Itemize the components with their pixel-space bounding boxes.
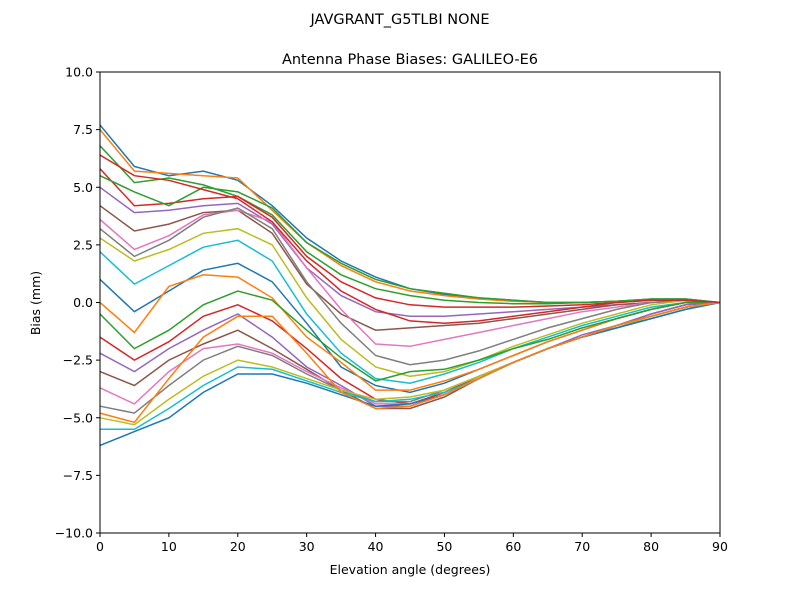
x-tick-label: 80 — [643, 539, 659, 554]
x-tick-label: 40 — [368, 539, 384, 554]
series-line-6 — [99, 209, 721, 348]
series-line-16 — [99, 301, 721, 405]
figure-suptitle: JAVGRANT_G5TLBI NONE — [309, 12, 489, 28]
x-tick-label: 60 — [505, 539, 521, 554]
series-line-20 — [99, 301, 721, 447]
x-tick-label: 0 — [96, 539, 104, 554]
y-tick-label: 0.0 — [73, 295, 93, 310]
y-tick-label: −10.0 — [55, 526, 93, 541]
series-lines — [99, 124, 721, 447]
y-tick-label: −5.0 — [63, 410, 93, 425]
series-line-9 — [99, 239, 720, 384]
chart-title: Antenna Phase Biases: GALILEO-E6 — [282, 52, 538, 68]
x-tick-label: 90 — [712, 539, 728, 554]
x-axis: 0 10 20 30 40 50 60 70 80 90 — [96, 533, 728, 554]
series-line-23 — [99, 154, 721, 324]
series-line-4 — [99, 186, 721, 318]
y-tick-label: −2.5 — [63, 353, 93, 368]
series-line-7 — [99, 207, 721, 366]
x-axis-label: Elevation angle (degrees) — [330, 562, 491, 577]
series-line-11 — [99, 274, 720, 391]
y-tick-label: 2.5 — [73, 237, 93, 252]
series-line-12 — [99, 290, 720, 382]
series-line-13 — [99, 301, 721, 405]
x-tick-label: 30 — [299, 539, 315, 554]
y-axis: −10.0 −7.5 −5.0 −2.5 0.0 2.5 5.0 7.5 10.0 — [55, 65, 100, 541]
x-tick-label: 70 — [574, 539, 590, 554]
y-tick-label: 10.0 — [65, 65, 93, 80]
series-line-5 — [99, 205, 721, 331]
x-tick-label: 20 — [230, 539, 246, 554]
y-tick-label: 7.5 — [73, 122, 93, 137]
y-axis-label: Bias (mm) — [28, 271, 43, 335]
x-tick-label: 50 — [436, 539, 452, 554]
y-tick-label: −7.5 — [63, 468, 93, 483]
x-tick-label: 10 — [161, 539, 177, 554]
series-line-22 — [99, 175, 721, 304]
y-tick-label: 5.0 — [73, 180, 93, 195]
series-line-8 — [99, 227, 721, 378]
series-line-21 — [99, 301, 721, 424]
